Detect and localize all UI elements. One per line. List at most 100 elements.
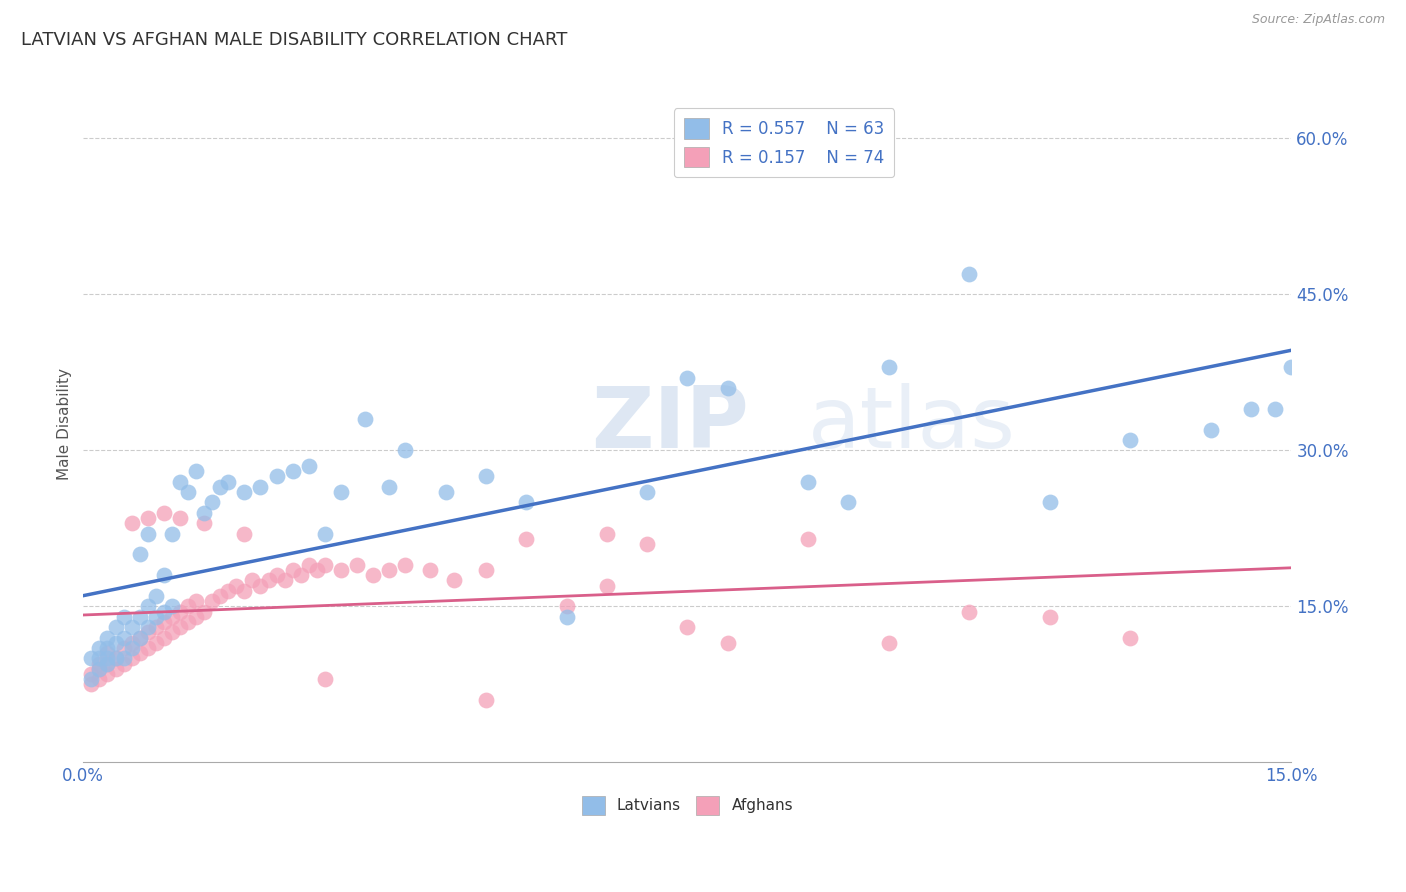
Point <box>475 693 498 707</box>
Point <box>153 568 176 582</box>
Point <box>394 443 416 458</box>
Point <box>136 625 159 640</box>
Y-axis label: Male Disability: Male Disability <box>58 368 72 481</box>
Point <box>555 610 578 624</box>
Point <box>96 651 118 665</box>
Point <box>249 579 271 593</box>
Point <box>96 640 118 655</box>
Point <box>145 589 167 603</box>
Point <box>1264 401 1286 416</box>
Point <box>217 583 239 598</box>
Point <box>169 605 191 619</box>
Point <box>957 267 980 281</box>
Text: LATVIAN VS AFGHAN MALE DISABILITY CORRELATION CHART: LATVIAN VS AFGHAN MALE DISABILITY CORREL… <box>21 31 568 49</box>
Point <box>233 485 256 500</box>
Point <box>346 558 368 572</box>
Point <box>330 563 353 577</box>
Point <box>121 651 143 665</box>
Point <box>169 620 191 634</box>
Point <box>153 605 176 619</box>
Text: Source: ZipAtlas.com: Source: ZipAtlas.com <box>1251 13 1385 27</box>
Point <box>475 563 498 577</box>
Point <box>145 636 167 650</box>
Point <box>877 360 900 375</box>
Point <box>281 563 304 577</box>
Point <box>160 610 183 624</box>
Point <box>177 485 200 500</box>
Point <box>80 667 103 681</box>
Point <box>201 594 224 608</box>
Point <box>596 526 619 541</box>
Point <box>305 563 328 577</box>
Point <box>96 631 118 645</box>
Point <box>89 672 111 686</box>
Point <box>515 495 537 509</box>
Point <box>290 568 312 582</box>
Point <box>89 662 111 676</box>
Point <box>128 631 150 645</box>
Point <box>837 495 859 509</box>
Point <box>434 485 457 500</box>
Point <box>128 610 150 624</box>
Point <box>354 412 377 426</box>
Point <box>1119 631 1142 645</box>
Point <box>419 563 441 577</box>
Point <box>89 657 111 671</box>
Point <box>104 651 127 665</box>
Point <box>717 636 740 650</box>
Point <box>957 605 980 619</box>
Point <box>676 370 699 384</box>
Point <box>298 458 321 473</box>
Point <box>169 511 191 525</box>
Point <box>80 672 103 686</box>
Point <box>1039 495 1062 509</box>
Point <box>112 610 135 624</box>
Point <box>184 610 207 624</box>
Point <box>96 667 118 681</box>
Point <box>128 646 150 660</box>
Point <box>877 636 900 650</box>
Point <box>1281 360 1303 375</box>
Point <box>717 381 740 395</box>
Point <box>1240 401 1263 416</box>
Point <box>394 558 416 572</box>
Point <box>361 568 384 582</box>
Point <box>596 579 619 593</box>
Point <box>121 640 143 655</box>
Point <box>555 599 578 614</box>
Point <box>104 662 127 676</box>
Point <box>273 574 295 588</box>
Point <box>676 620 699 634</box>
Point <box>128 548 150 562</box>
Point <box>112 640 135 655</box>
Point <box>298 558 321 572</box>
Text: atlas: atlas <box>808 383 1017 466</box>
Point <box>475 469 498 483</box>
Point <box>193 605 215 619</box>
Point <box>193 506 215 520</box>
Point <box>80 651 103 665</box>
Point <box>96 646 118 660</box>
Text: ZIP: ZIP <box>591 383 748 466</box>
Point <box>121 516 143 531</box>
Point <box>378 563 401 577</box>
Point <box>1199 423 1222 437</box>
Point <box>242 574 264 588</box>
Point <box>160 625 183 640</box>
Point <box>233 526 256 541</box>
Legend: Latvians, Afghans: Latvians, Afghans <box>574 789 800 822</box>
Point <box>145 620 167 634</box>
Point <box>89 640 111 655</box>
Point <box>136 620 159 634</box>
Point <box>112 657 135 671</box>
Point <box>128 631 150 645</box>
Point <box>636 537 658 551</box>
Point <box>177 599 200 614</box>
Point <box>104 651 127 665</box>
Point <box>153 631 176 645</box>
Point <box>145 610 167 624</box>
Point <box>281 464 304 478</box>
Point <box>636 485 658 500</box>
Point <box>104 620 127 634</box>
Point <box>225 579 247 593</box>
